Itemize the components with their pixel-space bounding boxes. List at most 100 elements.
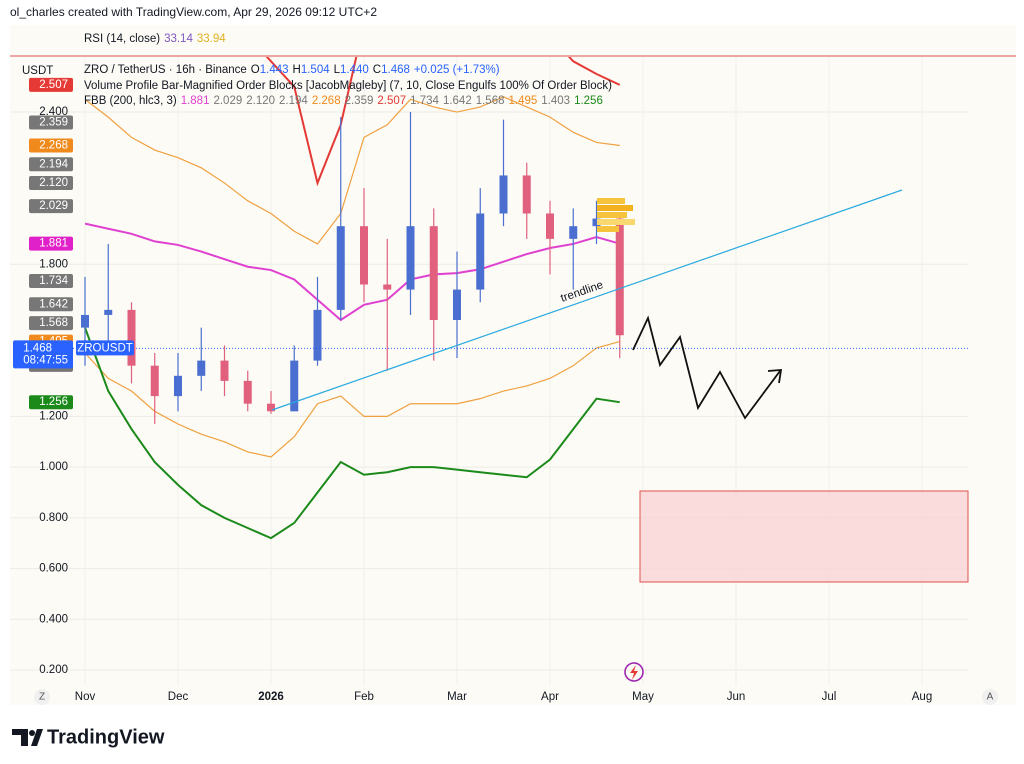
candle-body <box>243 380 252 404</box>
control-button[interactable]: A <box>987 692 994 703</box>
y-tick-label: 1.200 <box>39 410 68 422</box>
band-line <box>84 222 621 322</box>
candle-body <box>360 226 368 285</box>
price-badge <box>29 316 73 331</box>
price-badge-label: 2.194 <box>39 158 68 170</box>
candle-body <box>406 226 415 290</box>
price-badge-timer: 08:47:55 <box>23 354 68 366</box>
control-bg <box>34 689 50 705</box>
candle-body <box>453 289 461 321</box>
price-badge <box>29 297 73 312</box>
fbb-value: 1.568 <box>475 95 505 107</box>
x-tick-label: 2026 <box>258 691 284 703</box>
y-tick-label: 0.400 <box>39 613 68 625</box>
candle-body <box>592 218 601 227</box>
attribution: ol_charles created with TradingView.com,… <box>10 5 377 19</box>
fbb-value: 2.029 <box>213 95 243 107</box>
change: +0.025 (+1.73%) <box>413 64 500 76</box>
candle-body <box>197 360 206 376</box>
price-badge-label: 1.468 <box>23 342 52 354</box>
symbol-tag <box>76 340 134 356</box>
ohlc-value: 1.443 <box>259 64 289 76</box>
band-line <box>84 96 620 245</box>
y-tick-label: 0.200 <box>39 664 68 676</box>
target-zone <box>639 490 969 583</box>
band-line <box>84 340 620 458</box>
symbol: ZRO / TetherUS · 16h · Binance <box>84 64 247 76</box>
y-tick-label: 2.400 <box>39 106 68 118</box>
grid: 0.200 0.400 0.600 0.800 1.000 1.200 1.800 2.400 <box>10 57 968 685</box>
y-tick-label: 1.000 <box>39 461 68 473</box>
rsi-legend: RSI (14, close) 33.14 33.94 <box>84 32 230 48</box>
ohlc-value: 1.440 <box>340 64 369 76</box>
candle-body <box>127 309 136 366</box>
x-axis: Nov Dec 2026 Feb Mar Apr May Jun Jul Aug <box>75 691 932 703</box>
x-tick-label: Mar <box>447 691 467 703</box>
control-button[interactable]: Z <box>39 692 45 703</box>
axis-unit: USDT <box>22 65 53 77</box>
candle-body <box>336 226 345 310</box>
y-tick-label: 1.800 <box>39 258 68 270</box>
fbb-value: 2.268 <box>311 95 341 107</box>
x-tick-label: Nov <box>75 691 96 703</box>
price-badge <box>13 340 73 369</box>
x-tick-label: Apr <box>541 691 559 703</box>
ohlc-value: 1.468 <box>381 64 410 76</box>
volume-profile <box>597 198 635 232</box>
price-badge-label: 1.734 <box>39 275 68 287</box>
price-badge-label: 1.642 <box>39 298 68 310</box>
event-bolt <box>630 665 638 680</box>
event-icon <box>624 662 644 682</box>
band-line <box>265 57 621 187</box>
price-labels: 2.507 2.359 2.268 2.194 2.120 2.029 1.881 1.734… <box>13 77 134 410</box>
price-badge <box>29 157 73 172</box>
price-badge-label: 2.120 <box>39 177 68 189</box>
candle-body <box>313 309 322 361</box>
x-tick-label: May <box>632 691 654 703</box>
price-badge <box>29 199 73 214</box>
rsi-title: RSI (14, close) <box>84 33 161 45</box>
candle-body <box>476 213 485 290</box>
candle-body <box>546 213 554 239</box>
candle-body <box>174 375 182 397</box>
x-tick-label: Dec <box>168 691 189 703</box>
logo-text: TradingView <box>47 726 165 748</box>
price-badge-label: 1.568 <box>39 317 68 329</box>
candle-body <box>290 360 299 412</box>
rsi-value: 33.94 <box>196 33 226 45</box>
ohlc-value: 1.504 <box>300 64 330 76</box>
chart-background <box>10 25 1016 705</box>
legend: RSI (14, close) 33.14 33.94 ZRO / TetherUS… <box>84 33 616 110</box>
price-badge <box>29 236 73 251</box>
candle-body <box>81 314 89 328</box>
candle-body <box>104 309 113 315</box>
price-badge <box>29 176 73 191</box>
projection-path <box>632 315 781 420</box>
fbb-value: 1.403 <box>541 95 571 107</box>
fbb-value: 2.194 <box>279 95 308 107</box>
symbol-row: ZRO / TetherUS · 16h · Binance O1.443 H1.5… <box>84 63 616 79</box>
price-badge <box>29 273 73 288</box>
candle-body <box>383 284 392 290</box>
price-badge <box>29 115 73 130</box>
logo-icon <box>12 729 43 746</box>
price-badge-label: 2.359 <box>39 116 68 128</box>
ohlc-letter: L <box>333 64 341 76</box>
plot <box>73 57 968 540</box>
price-badge <box>29 395 73 410</box>
band-line <box>84 327 620 540</box>
fbb-value: 2.507 <box>377 95 407 107</box>
control-bg <box>982 689 998 705</box>
symbol-tag-label: ZROUSDT <box>77 342 133 354</box>
candle-body <box>522 175 531 214</box>
fbb-value: 1.256 <box>574 95 603 107</box>
price-badge <box>29 138 73 153</box>
fbb-value: 1.734 <box>410 95 439 107</box>
indicator-row: Volume Profile Bar-Magnified Order Block… <box>84 79 616 95</box>
fbb-value: 1.495 <box>508 95 538 107</box>
fbb-row: FBB (200, hlc3, 3) 1.881 2.029 2.120 2.194 2.… <box>84 94 616 110</box>
fbb-value: 1.881 <box>180 95 210 107</box>
candle-body <box>220 360 229 381</box>
